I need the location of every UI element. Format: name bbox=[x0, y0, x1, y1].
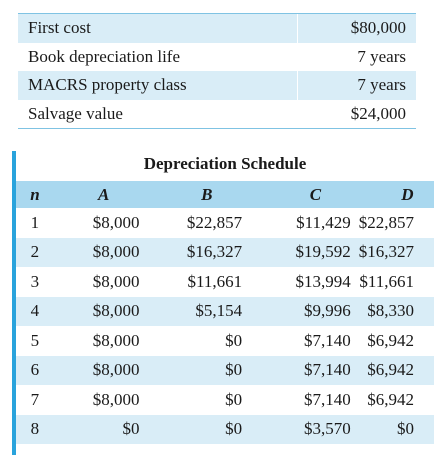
cell-n: 6 bbox=[16, 355, 54, 385]
param-label: Book depreciation life bbox=[18, 42, 298, 71]
schedule-table: n A B C D 1 $8,000 $22,857 $11,429 $22,8… bbox=[16, 181, 434, 444]
cell-n: 7 bbox=[16, 385, 54, 415]
param-row-book-life: Book depreciation life 7 years bbox=[18, 42, 416, 71]
param-value: 7 years bbox=[297, 71, 416, 100]
parameters-table: First cost $80,000 Book depreciation lif… bbox=[18, 13, 416, 129]
param-value: 7 years bbox=[297, 42, 416, 71]
cell-c: $13,994 bbox=[252, 267, 359, 297]
cell-b: $5,154 bbox=[143, 296, 253, 326]
cell-b: $22,857 bbox=[143, 208, 253, 238]
cell-a: $8,000 bbox=[53, 326, 144, 356]
cell-c: $19,592 bbox=[252, 237, 359, 267]
cell-c: $9,996 bbox=[252, 296, 359, 326]
cell-n: 2 bbox=[16, 237, 54, 267]
cell-d: $0 bbox=[358, 414, 434, 444]
cell-b: $0 bbox=[143, 326, 253, 356]
schedule-header-row: n A B C D bbox=[16, 181, 434, 208]
cell-a: $8,000 bbox=[53, 267, 144, 297]
depreciation-schedule: Depreciation Schedule n A B C D 1 $8,000… bbox=[12, 151, 434, 455]
cell-a: $8,000 bbox=[53, 296, 144, 326]
table-row: 8 $0 $0 $3,570 $0 bbox=[16, 414, 434, 444]
cell-b: $0 bbox=[143, 414, 253, 444]
schedule-title: Depreciation Schedule bbox=[143, 154, 307, 173]
param-label: Salvage value bbox=[18, 99, 298, 129]
cell-d: $6,942 bbox=[358, 326, 434, 356]
cell-d: $22,857 bbox=[358, 208, 434, 238]
param-label: MACRS property class bbox=[18, 71, 298, 100]
cell-d: $6,942 bbox=[358, 355, 434, 385]
column-header-c: C bbox=[252, 181, 359, 208]
cell-d: $11,661 bbox=[358, 267, 434, 297]
table-row: 4 $8,000 $5,154 $9,996 $8,330 bbox=[16, 296, 434, 326]
cell-b: $16,327 bbox=[143, 237, 253, 267]
param-value: $80,000 bbox=[297, 13, 416, 43]
cell-b: $0 bbox=[143, 385, 253, 415]
cell-n: 4 bbox=[16, 296, 54, 326]
table-row: 3 $8,000 $11,661 $13,994 $11,661 bbox=[16, 267, 434, 297]
cell-b: $11,661 bbox=[143, 267, 253, 297]
table-row: 6 $8,000 $0 $7,140 $6,942 bbox=[16, 355, 434, 385]
cell-a: $8,000 bbox=[53, 208, 144, 238]
param-value: $24,000 bbox=[297, 99, 416, 129]
table-row: 2 $8,000 $16,327 $19,592 $16,327 bbox=[16, 237, 434, 267]
param-label: First cost bbox=[18, 13, 298, 43]
cell-c: $7,140 bbox=[252, 385, 359, 415]
cell-c: $11,429 bbox=[252, 208, 359, 238]
cell-n: 8 bbox=[16, 414, 54, 444]
column-header-b: B bbox=[143, 181, 253, 208]
param-row-first-cost: First cost $80,000 bbox=[18, 13, 416, 43]
cell-a: $0 bbox=[53, 414, 144, 444]
cell-c: $3,570 bbox=[252, 414, 359, 444]
cell-n: 1 bbox=[16, 208, 54, 238]
cell-a: $8,000 bbox=[53, 355, 144, 385]
cell-n: 3 bbox=[16, 267, 54, 297]
column-header-a: A bbox=[53, 181, 144, 208]
table-row: 7 $8,000 $0 $7,140 $6,942 bbox=[16, 385, 434, 415]
cell-c: $7,140 bbox=[252, 355, 359, 385]
column-header-d: D bbox=[358, 181, 434, 208]
cell-c: $7,140 bbox=[252, 326, 359, 356]
column-header-n: n bbox=[16, 181, 54, 208]
param-row-salvage: Salvage value $24,000 bbox=[18, 99, 416, 129]
table-row: 5 $8,000 $0 $7,140 $6,942 bbox=[16, 326, 434, 356]
cell-a: $8,000 bbox=[53, 385, 144, 415]
table-row: 1 $8,000 $22,857 $11,429 $22,857 bbox=[16, 208, 434, 238]
cell-a: $8,000 bbox=[53, 237, 144, 267]
cell-b: $0 bbox=[143, 355, 253, 385]
param-row-macrs-class: MACRS property class 7 years bbox=[18, 71, 416, 100]
cell-n: 5 bbox=[16, 326, 54, 356]
cell-d: $6,942 bbox=[358, 385, 434, 415]
cell-d: $8,330 bbox=[358, 296, 434, 326]
cell-d: $16,327 bbox=[358, 237, 434, 267]
